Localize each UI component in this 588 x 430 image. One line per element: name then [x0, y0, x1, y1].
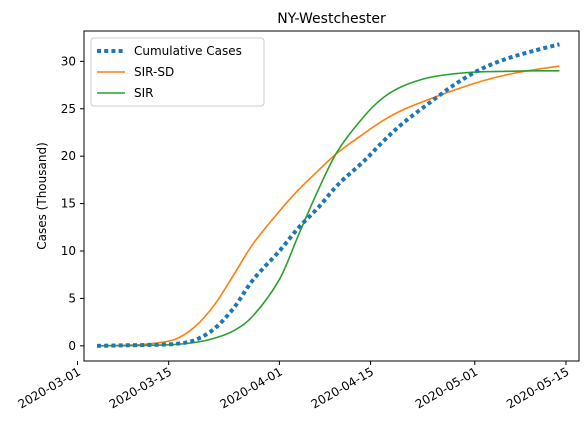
y-tick-label: 15: [61, 197, 76, 211]
legend-box: [90, 37, 265, 107]
y-tick-label: 30: [61, 54, 76, 68]
y-tick-label: 10: [61, 244, 76, 258]
y-tick-label: 25: [61, 102, 76, 116]
legend-label: SIR: [134, 86, 154, 100]
legend: Cumulative Cases SIR-SD SIR: [90, 37, 265, 107]
y-axis: 0 5 10 15 20 25 30: [61, 54, 84, 353]
plot-frame: [83, 30, 580, 362]
series-line-sir: [97, 69, 560, 347]
series-layer: [96, 42, 560, 348]
legend-label: SIR-SD: [134, 65, 174, 79]
chart-title: NY-Westchester: [277, 11, 386, 27]
series-line-cumulative-cases: [96, 42, 560, 348]
y-tick-label: 20: [61, 149, 76, 163]
legend-label: Cumulative Cases: [134, 44, 242, 58]
series-line-sir-sd: [97, 65, 560, 347]
y-axis-label: Cases (Thousand): [35, 142, 49, 250]
y-tick-label: 0: [68, 339, 76, 353]
y-tick-label: 5: [68, 291, 76, 305]
